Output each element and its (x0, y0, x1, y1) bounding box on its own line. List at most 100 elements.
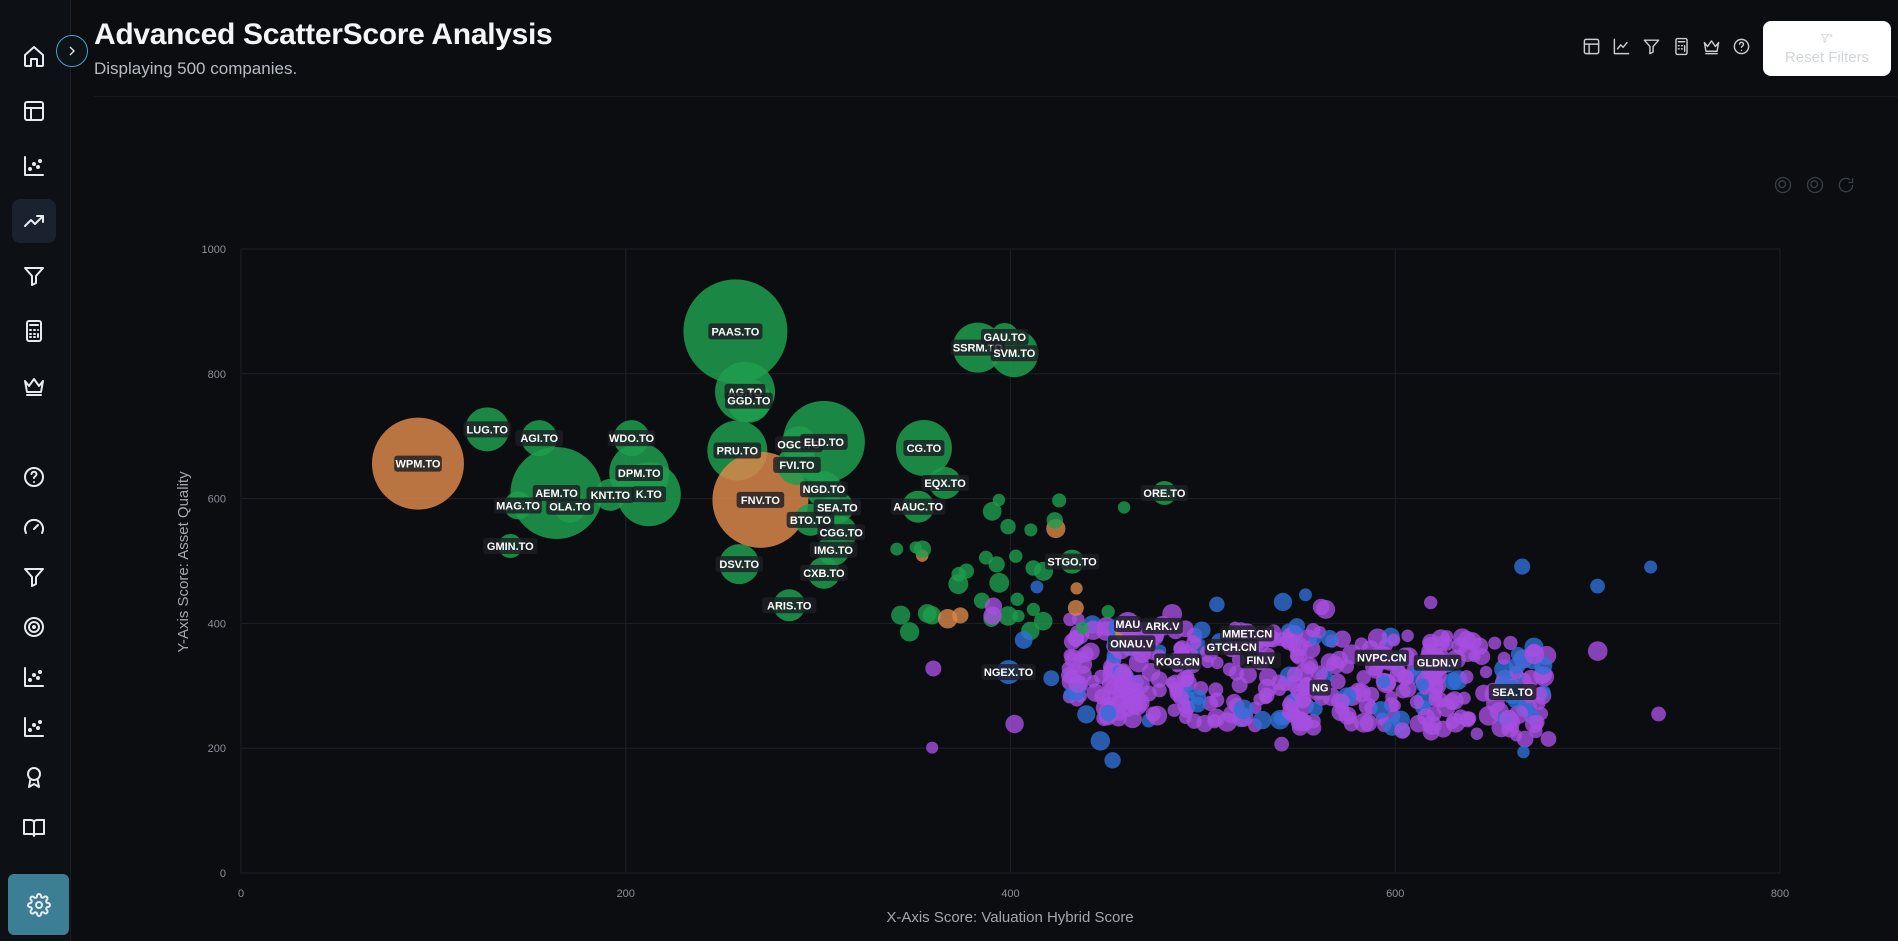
scatter-point[interactable] (1651, 706, 1666, 722)
scatter-point[interactable] (1305, 719, 1322, 736)
scatter-point[interactable] (1130, 693, 1150, 713)
scatter-point[interactable] (1169, 681, 1184, 697)
scatter-point[interactable] (1445, 691, 1464, 710)
scatter-point[interactable] (1499, 709, 1518, 729)
scatter-point[interactable] (1510, 729, 1523, 742)
scatter-point[interactable] (1024, 523, 1038, 537)
scatter-point[interactable] (1517, 745, 1530, 759)
scatter-point[interactable] (1116, 663, 1132, 679)
chart-view-button[interactable] (1609, 34, 1633, 58)
scatter-point[interactable] (1094, 669, 1109, 684)
scatter-point[interactable] (1239, 666, 1257, 684)
scatter-point[interactable] (1202, 695, 1219, 712)
scatter-point[interactable] (1312, 598, 1330, 616)
scatter-point[interactable] (1253, 710, 1272, 730)
scatter-point[interactable] (992, 493, 1006, 507)
scatter-point[interactable] (1030, 580, 1044, 594)
scatter-point[interactable] (1321, 629, 1339, 648)
scatter-point[interactable] (1070, 582, 1083, 595)
scatter-point[interactable] (1287, 666, 1303, 683)
scatter-point[interactable] (1167, 703, 1181, 717)
scatter-point[interactable] (1067, 599, 1084, 616)
scatter-point[interactable] (988, 556, 1005, 573)
scatter-point[interactable] (937, 608, 958, 629)
scatter-point[interactable] (1445, 712, 1466, 733)
reset-zoom-button[interactable] (1835, 174, 1857, 196)
help-button[interactable] (1729, 34, 1753, 58)
scatter-point[interactable] (891, 605, 911, 625)
nav-target[interactable] (12, 605, 56, 649)
scatter-point[interactable] (926, 741, 939, 754)
scatter-point[interactable] (1271, 674, 1287, 691)
scatter-point[interactable] (1514, 558, 1531, 575)
sidebar-toggle-button[interactable] (56, 35, 88, 67)
scatter-point[interactable] (1590, 578, 1605, 594)
scatter-point[interactable] (1026, 602, 1041, 617)
scatter-point[interactable] (1209, 596, 1225, 613)
zoom-out-button[interactable] (1804, 174, 1826, 196)
scatter-point[interactable] (1009, 549, 1023, 563)
scatter-point[interactable] (989, 572, 1010, 593)
scatter-point[interactable] (1478, 705, 1499, 726)
scatter-point[interactable] (1180, 674, 1194, 688)
scatter-point[interactable] (1147, 705, 1168, 726)
scatter-point[interactable] (1644, 560, 1658, 574)
nav-scatter-2[interactable] (12, 655, 56, 699)
scatter-point[interactable] (1208, 682, 1224, 698)
nav-book[interactable] (12, 805, 56, 849)
scatter-point[interactable] (1508, 656, 1526, 674)
scatter-point[interactable] (1320, 653, 1339, 672)
scatter-point[interactable] (1046, 512, 1063, 529)
scatter-point[interactable] (1377, 675, 1391, 689)
zoom-in-button[interactable] (1772, 174, 1794, 196)
scatter-point[interactable] (1451, 637, 1469, 655)
scatter-point[interactable] (1052, 493, 1067, 508)
scatter-point[interactable] (1409, 695, 1424, 710)
scatter-point[interactable] (1417, 708, 1435, 726)
scatter-point[interactable] (1308, 701, 1323, 717)
scatter-point[interactable] (1104, 752, 1121, 769)
nav-crown[interactable] (12, 364, 56, 408)
nav-home[interactable] (12, 34, 56, 78)
scatter-point[interactable] (1443, 672, 1462, 691)
scatter-point[interactable] (1394, 722, 1411, 739)
nav-award[interactable] (12, 755, 56, 799)
settings-button[interactable] (8, 874, 69, 935)
scatter-point[interactable] (1533, 686, 1548, 701)
scatter-point[interactable] (899, 622, 920, 642)
scatter-point[interactable] (1459, 670, 1474, 684)
scatter-point[interactable] (1395, 683, 1411, 699)
scatter-point[interactable] (1186, 713, 1202, 729)
scatter-point[interactable] (1033, 611, 1053, 631)
scatter-point[interactable] (1298, 683, 1311, 696)
table-view-button[interactable] (1579, 34, 1603, 58)
scatter-point[interactable] (1391, 663, 1406, 678)
scatter-point[interactable] (982, 502, 1002, 521)
filter-button[interactable] (1639, 34, 1663, 58)
scatter-point[interactable] (1005, 714, 1024, 734)
scatter-point[interactable] (1073, 665, 1092, 684)
scatter-point[interactable] (1524, 644, 1545, 665)
scatter-point[interactable] (925, 660, 942, 677)
scatter-point[interactable] (1401, 629, 1414, 643)
scatter-point[interactable] (1253, 693, 1266, 706)
nav-calculator[interactable] (12, 309, 56, 353)
scatter-point[interactable] (1025, 560, 1042, 576)
scatter-point[interactable] (998, 606, 1018, 626)
scatter-point[interactable] (1043, 670, 1060, 687)
scatter-point[interactable] (1000, 518, 1016, 535)
scatter-point[interactable] (1354, 637, 1369, 651)
scatter-point[interactable] (1101, 605, 1115, 619)
scatter-point[interactable] (1077, 705, 1096, 724)
scatter-point[interactable] (1193, 621, 1211, 639)
nav-scatter-3[interactable] (12, 705, 56, 749)
scatter-point[interactable] (1117, 501, 1131, 514)
scatter-point[interactable] (1470, 727, 1484, 740)
scatter-point[interactable] (1311, 665, 1328, 683)
scatter-point[interactable] (1540, 731, 1557, 747)
scatter-point[interactable] (1415, 678, 1429, 692)
scatter-point[interactable] (1288, 618, 1306, 635)
scatter-point[interactable] (1201, 655, 1214, 669)
scatter-point[interactable] (890, 542, 904, 556)
scatter-point[interactable] (1338, 706, 1357, 725)
